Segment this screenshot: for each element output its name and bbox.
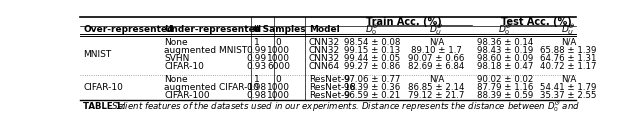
Text: N/A: N/A [561, 75, 576, 84]
Text: 0: 0 [276, 75, 281, 84]
Text: 0.99: 0.99 [246, 54, 267, 63]
Text: 99.27 ± 0.86: 99.27 ± 0.86 [344, 62, 400, 71]
Text: 0: 0 [276, 38, 281, 47]
Text: 99.15 ± 0.13: 99.15 ± 0.13 [344, 46, 400, 55]
Text: SVHN: SVHN [164, 54, 190, 63]
Text: 90.07 ± 0.66: 90.07 ± 0.66 [408, 54, 465, 63]
Text: ResNet-9: ResNet-9 [308, 75, 349, 84]
Text: 97.06 ± 0.77: 97.06 ± 0.77 [344, 75, 401, 84]
Text: 1000: 1000 [267, 54, 290, 63]
Text: 1000: 1000 [267, 83, 290, 92]
Text: 64.76 ± 1.31: 64.76 ± 1.31 [540, 54, 596, 63]
Text: 87.79 ± 1.16: 87.79 ± 1.16 [477, 83, 534, 92]
Text: CNN64: CNN64 [308, 62, 340, 71]
Text: 99.44 ± 0.05: 99.44 ± 0.05 [344, 54, 400, 63]
Text: 98.54 ± 0.08: 98.54 ± 0.08 [344, 38, 401, 47]
Text: 0.99: 0.99 [246, 46, 267, 55]
Text: None: None [164, 38, 188, 47]
Text: CNN32: CNN32 [308, 38, 340, 47]
Text: 1000: 1000 [267, 46, 290, 55]
Text: 96.39 ± 0.36: 96.39 ± 0.36 [344, 83, 400, 92]
Text: 1000: 1000 [267, 91, 290, 100]
Text: 65.88 ± 1.39: 65.88 ± 1.39 [540, 46, 596, 55]
Text: 88.39 ± 0.59: 88.39 ± 0.59 [477, 91, 534, 100]
Text: 79.12 ± 21.7: 79.12 ± 21.7 [408, 91, 465, 100]
Text: 54.41 ± 1.79: 54.41 ± 1.79 [540, 83, 596, 92]
Text: 35.37 ± 2.55: 35.37 ± 2.55 [540, 91, 596, 100]
Text: N/A: N/A [429, 38, 444, 47]
Text: Under-represented: Under-represented [164, 25, 262, 34]
Text: ResNet-9: ResNet-9 [308, 91, 349, 100]
Text: 1: 1 [254, 38, 260, 47]
Text: Test Acc. (%): Test Acc. (%) [501, 17, 572, 27]
Text: $D_U^{\mathcal{O}}$: $D_U^{\mathcal{O}}$ [561, 22, 575, 37]
Text: None: None [164, 75, 188, 84]
Text: ResNet-18: ResNet-18 [308, 83, 355, 92]
Text: Train Acc. (%): Train Acc. (%) [366, 17, 442, 27]
Text: 98.60 ± 0.09: 98.60 ± 0.09 [477, 54, 534, 63]
Text: CIFAR-100: CIFAR-100 [164, 91, 210, 100]
Text: 98.43 ± 0.19: 98.43 ± 0.19 [477, 46, 534, 55]
Text: Model: Model [308, 25, 339, 34]
Text: MNIST: MNIST [83, 50, 111, 59]
Text: CNN32: CNN32 [308, 46, 340, 55]
Text: 6000: 6000 [267, 62, 290, 71]
Text: $D_U^{\mathcal{O}}$: $D_U^{\mathcal{O}}$ [429, 22, 444, 37]
Text: Over-represented: Over-represented [83, 25, 173, 34]
Text: augmented MNIST: augmented MNIST [164, 46, 248, 55]
Text: N/A: N/A [429, 75, 444, 84]
Text: 98.36 ± 0.14: 98.36 ± 0.14 [477, 38, 534, 47]
Text: 0.98: 0.98 [246, 83, 267, 92]
Text: $D_0^{\mathcal{O}}$: $D_0^{\mathcal{O}}$ [365, 22, 380, 37]
Text: 86.85 ± 2.14: 86.85 ± 2.14 [408, 83, 465, 92]
Text: 82.69 ± 6.84: 82.69 ± 6.84 [408, 62, 465, 71]
Text: $D_0^{\mathcal{O}}$: $D_0^{\mathcal{O}}$ [499, 22, 513, 37]
Text: 0.93: 0.93 [246, 62, 267, 71]
Text: 90.02 ± 0.02: 90.02 ± 0.02 [477, 75, 534, 84]
Text: Salient features of the datasets used in our experiments. Distance represents th: Salient features of the datasets used in… [109, 99, 580, 114]
Text: CIFAR-10: CIFAR-10 [83, 83, 123, 92]
Text: α: α [253, 25, 260, 34]
Text: 1: 1 [254, 75, 260, 84]
Text: 89.10 ± 1.7: 89.10 ± 1.7 [411, 46, 462, 55]
Text: TABLE 1:: TABLE 1: [83, 102, 125, 111]
Text: 0.98: 0.98 [246, 91, 267, 100]
Text: CNN32: CNN32 [308, 54, 340, 63]
Text: # Samples: # Samples [252, 25, 305, 34]
Text: CIFAR-10: CIFAR-10 [164, 62, 204, 71]
Text: augmented CIFAR-10: augmented CIFAR-10 [164, 83, 259, 92]
Text: 98.18 ± 0.47: 98.18 ± 0.47 [477, 62, 534, 71]
Text: N/A: N/A [561, 38, 576, 47]
Text: 40.72 ± 1.17: 40.72 ± 1.17 [540, 62, 596, 71]
Text: 96.59 ± 0.21: 96.59 ± 0.21 [344, 91, 400, 100]
